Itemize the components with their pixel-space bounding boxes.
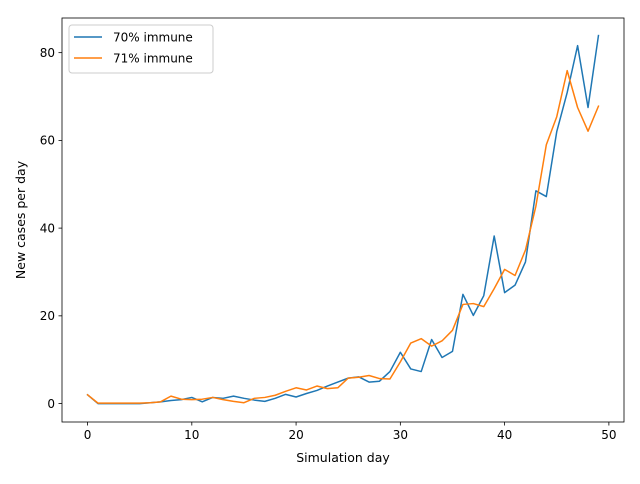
plot-area-frame — [61, 17, 625, 423]
series-line-0 — [86, 34, 600, 405]
x-axis-label: Simulation day — [296, 450, 390, 465]
series-line-1 — [86, 69, 600, 404]
y-tick-label: 80 — [40, 46, 55, 60]
x-tick-label: 40 — [497, 428, 512, 442]
x-axis-ticks: 0 10 20 30 40 50 — [84, 422, 617, 442]
legend-frame — [68, 24, 214, 74]
y-axis-ticks: 0 20 40 60 80 — [40, 46, 62, 411]
legend: 70% immune 71% immune — [68, 24, 214, 74]
y-tick-label: 0 — [47, 397, 55, 411]
y-tick-label: 60 — [40, 134, 55, 148]
y-tick-label: 20 — [40, 309, 55, 323]
legend-label-1: 71% immune — [113, 51, 193, 65]
x-tick-label: 50 — [601, 428, 616, 442]
x-tick-label: 0 — [84, 428, 92, 442]
x-tick-label: 10 — [184, 428, 199, 442]
y-axis-label: New cases per day — [13, 160, 28, 279]
x-tick-label: 30 — [393, 428, 408, 442]
y-tick-label: 40 — [40, 221, 55, 235]
legend-label-0: 70% immune — [113, 30, 193, 44]
series-layer — [86, 34, 600, 405]
x-tick-label: 20 — [288, 428, 303, 442]
